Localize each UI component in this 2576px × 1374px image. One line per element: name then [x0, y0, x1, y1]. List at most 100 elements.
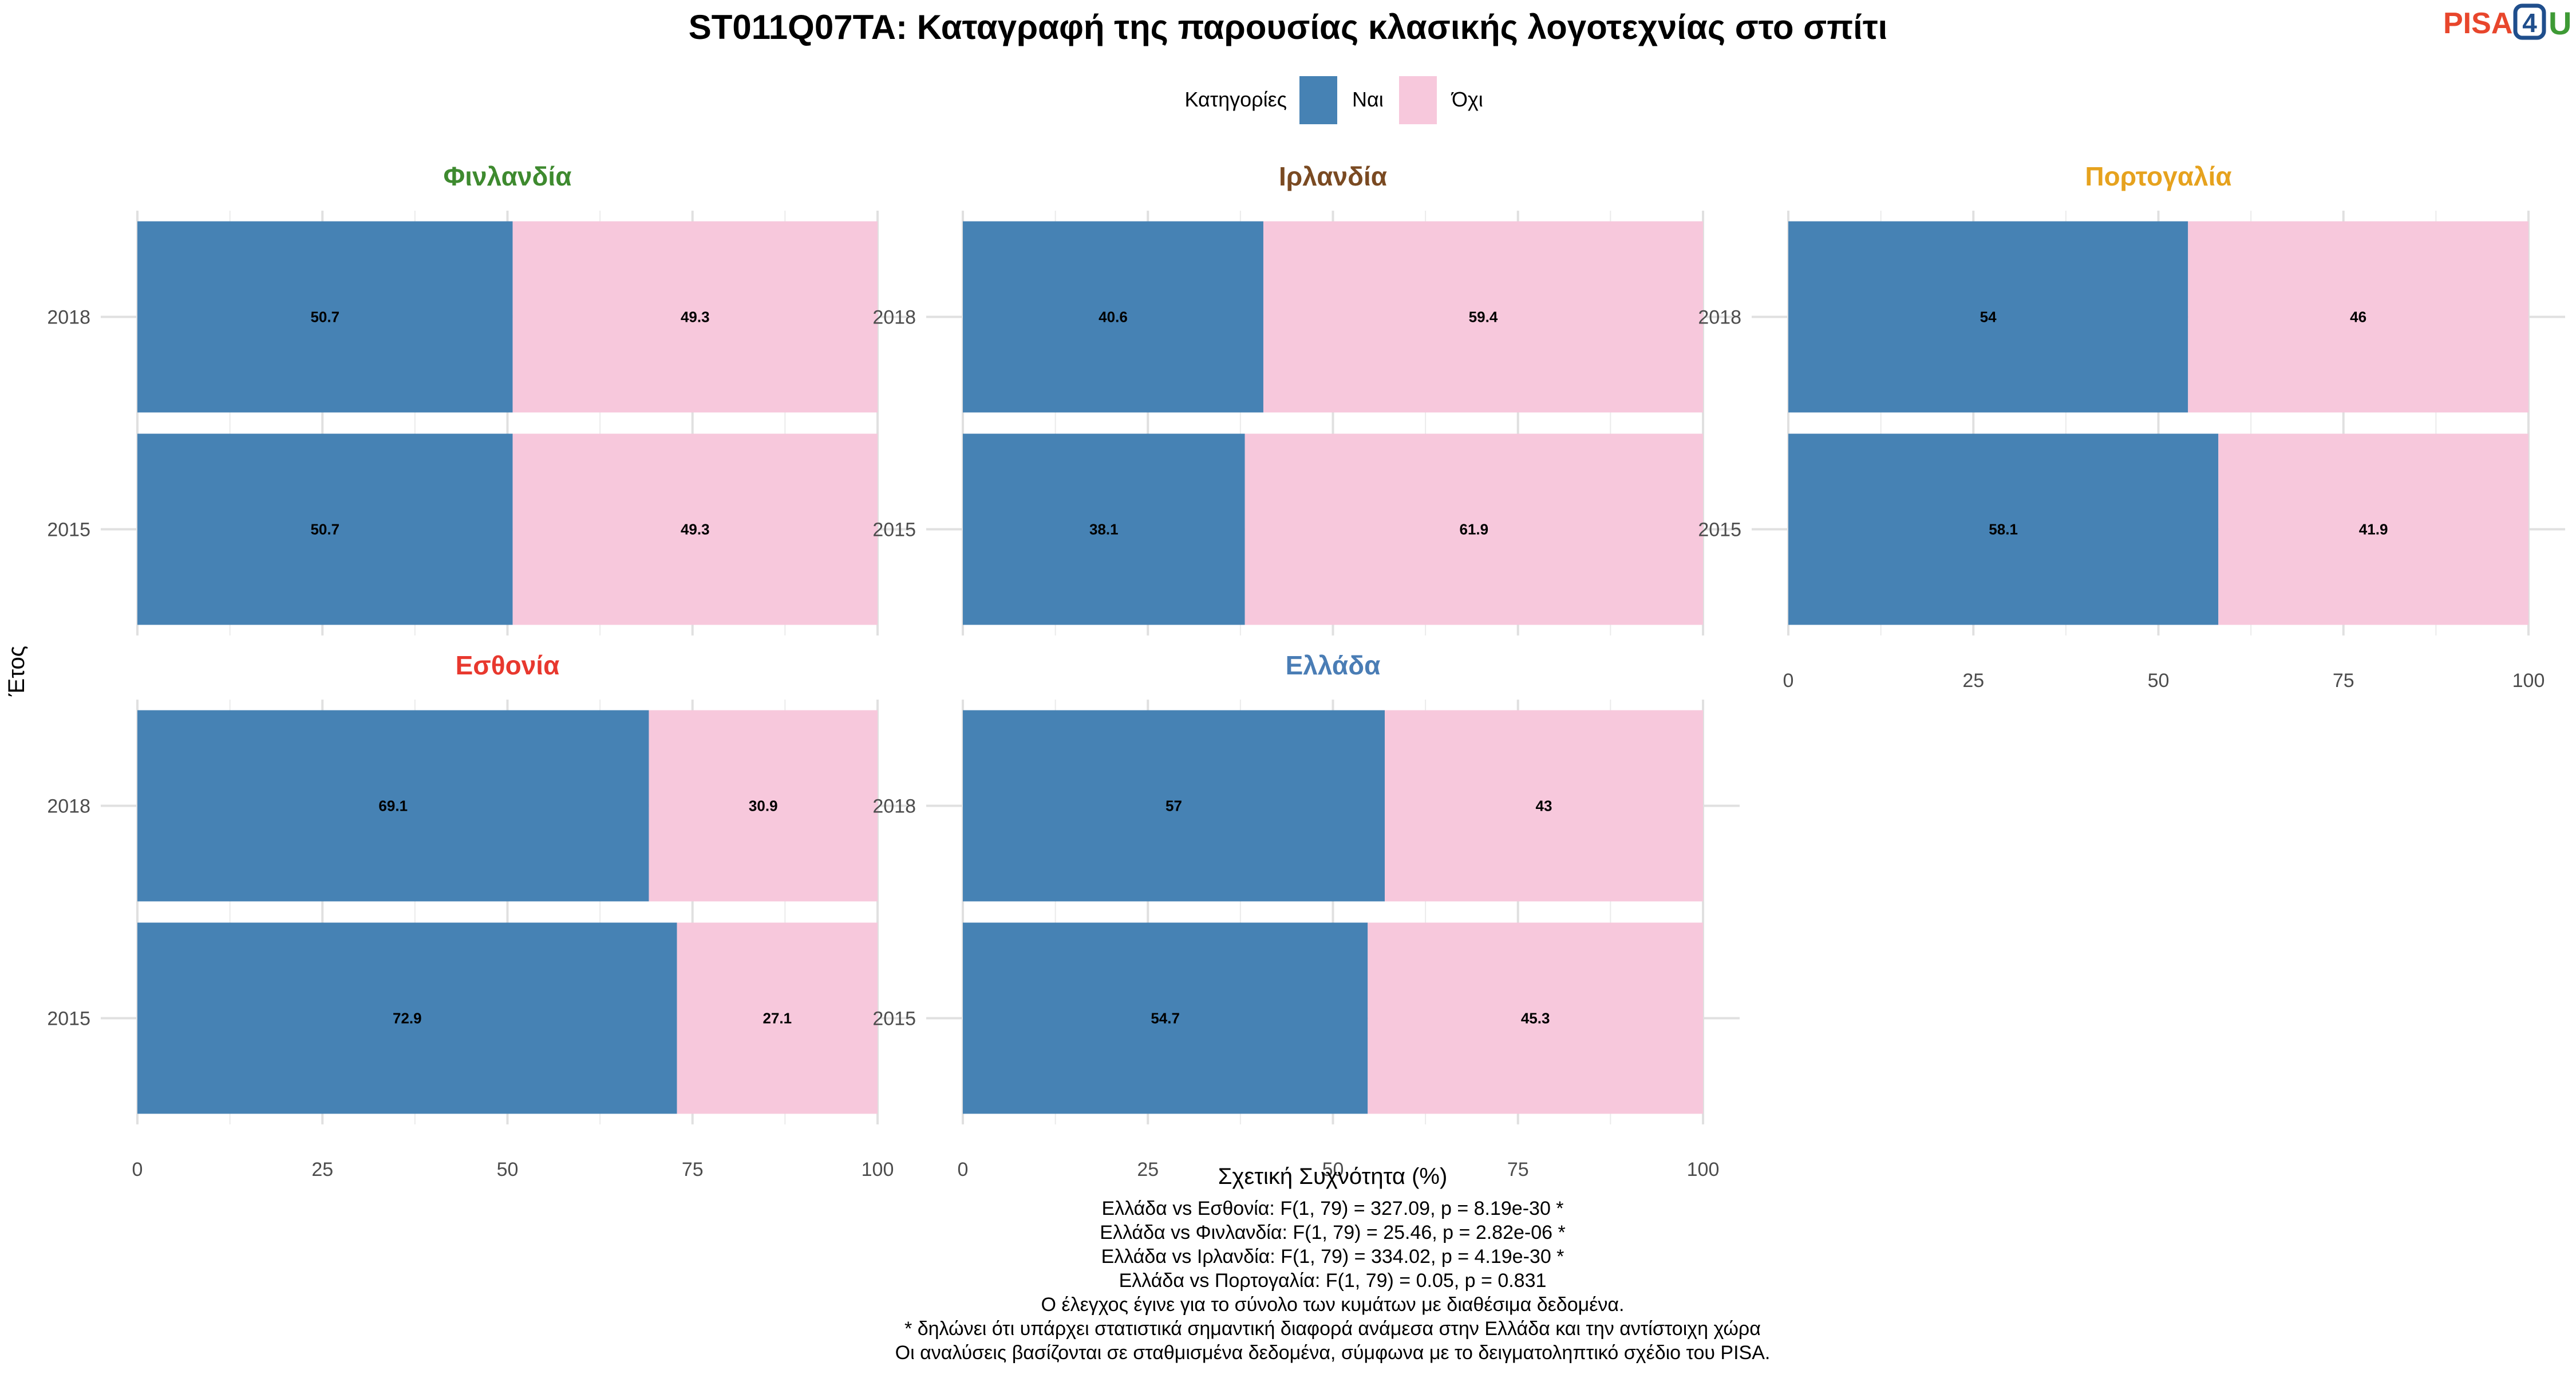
x-tick-label: 25 — [1137, 1159, 1159, 1180]
y-tick-label: 2015 — [47, 519, 90, 541]
svg-text:PISA: PISA — [2443, 7, 2512, 40]
y-tick-label: 2018 — [1698, 307, 1741, 329]
caption-line: Οι αναλύσεις βασίζονται σε σταθμισμένα δ… — [895, 1342, 1771, 1364]
bar-data-label: 49.3 — [681, 521, 710, 538]
y-tick-label: 2018 — [872, 307, 916, 329]
x-tick-label: 25 — [311, 1159, 333, 1180]
x-tick-label: 50 — [1322, 1159, 1344, 1180]
x-tick-label: 75 — [1507, 1159, 1529, 1180]
caption: Ελλάδα vs Εσθονία: F(1, 79) = 327.09, p … — [895, 1198, 1771, 1364]
bar-no — [1244, 433, 1703, 625]
panel-title: Ιρλανδία — [1279, 161, 1387, 191]
x-tick-label: 100 — [862, 1159, 894, 1180]
legend-label-yes: Ναι — [1352, 88, 1384, 111]
panel-title: Εσθονία — [456, 650, 560, 680]
x-tick-label: 50 — [2148, 670, 2170, 692]
bar-data-label: 72.9 — [393, 1010, 422, 1027]
x-tick-label: 0 — [1783, 670, 1794, 692]
y-tick-label: 2018 — [47, 307, 90, 329]
caption-line: Ελλάδα vs Πορτογαλία: F(1, 79) = 0.05, p… — [1119, 1270, 1547, 1292]
facet-panel: Εσθονία 69.1 30.9 2018 72.9 27.1 2015 0 25 50 75 10… — [47, 650, 914, 1180]
legend-swatch-yes — [1299, 76, 1337, 124]
y-tick-label: 2018 — [872, 796, 916, 818]
bar-data-label: 54.7 — [1151, 1010, 1180, 1027]
bar-data-label: 50.7 — [310, 521, 339, 538]
x-tick-label: 75 — [2333, 670, 2354, 692]
x-tick-label: 0 — [958, 1159, 969, 1180]
y-axis-title: Έτος — [4, 646, 29, 697]
facet-panel: Φινλανδία 50.7 49.3 2018 50.7 49.3 2015 — [47, 161, 914, 635]
bar-data-label: 45.3 — [1521, 1010, 1550, 1027]
x-tick-label: 25 — [1962, 670, 1984, 692]
x-tick-label: 100 — [2512, 670, 2545, 692]
bar-no — [2218, 433, 2528, 625]
bar-data-label: 43 — [1536, 797, 1552, 815]
bar-data-label: 50.7 — [310, 309, 339, 326]
bar-no — [512, 433, 878, 625]
legend-title: Κατηγορίες — [1184, 88, 1287, 111]
y-tick-label: 2018 — [47, 796, 90, 818]
bar-no — [1368, 922, 1703, 1114]
bar-yes — [963, 922, 1368, 1114]
bar-yes — [963, 433, 1245, 625]
bar-yes — [1788, 433, 2219, 625]
bar-no — [1385, 710, 1703, 902]
legend-swatch-no — [1399, 76, 1437, 124]
bar-data-label: 46 — [2350, 309, 2366, 326]
bar-yes — [137, 221, 513, 413]
caption-line: Ο έλεγχος έγινε για το σύνολο των κυμάτω… — [1041, 1294, 1625, 1316]
bar-data-label: 30.9 — [749, 797, 778, 815]
pisa4u-logo: PISA 4 U — [2443, 3, 2571, 41]
panel-title: Φινλανδία — [444, 161, 572, 191]
bar-data-label: 27.1 — [762, 1010, 792, 1027]
bar-data-label: 69.1 — [378, 797, 408, 815]
legend: Κατηγορίες Ναι Όχι — [1184, 76, 1483, 124]
bar-data-label: 49.3 — [681, 309, 710, 326]
bar-yes — [1788, 221, 2188, 413]
facet-panel: Ελλάδα 57 43 2018 54.7 45.3 2015 0 25 50 75 100 — [872, 650, 1740, 1180]
logo-box — [2513, 3, 2546, 40]
bar-no — [649, 710, 878, 902]
facet-panel: Ιρλανδία 40.6 59.4 2018 38.1 61.9 2015 — [872, 161, 1740, 635]
bar-data-label: 41.9 — [2359, 521, 2388, 538]
caption-line: Ελλάδα vs Φινλανδία: F(1, 79) = 25.46, p… — [1100, 1222, 1565, 1243]
bar-yes — [137, 922, 677, 1114]
facet-panel: Πορτογαλία 54 46 2018 58.1 41.9 2015 0 25 50 75 100 — [1698, 161, 2565, 692]
x-tick-label: 75 — [682, 1159, 704, 1180]
y-tick-label: 2015 — [872, 519, 916, 541]
x-axis-title: Σχετική Συχνότητα (%) — [1218, 1164, 1448, 1189]
y-tick-label: 2015 — [47, 1008, 90, 1030]
logo-text-pisa: PISA — [2443, 7, 2512, 40]
bar-data-label: 59.4 — [1469, 309, 1498, 326]
bar-data-label: 61.9 — [1460, 521, 1489, 538]
caption-line: * δηλώνει ότι υπάρχει στατιστικά σημαντι… — [904, 1318, 1761, 1340]
bar-yes — [963, 221, 1263, 413]
bar-no — [677, 922, 878, 1114]
x-tick-label: 0 — [132, 1159, 143, 1180]
logo-text-u: U — [2549, 5, 2571, 41]
legend-label-no: Όχι — [1451, 88, 1483, 111]
bar-yes — [137, 433, 513, 625]
chart-title: ST011Q07TA: Καταγραφή της παρουσίας κλασ… — [689, 8, 1888, 46]
bar-yes — [963, 710, 1385, 902]
y-tick-label: 2015 — [872, 1008, 916, 1030]
bar-no — [1263, 221, 1703, 413]
bar-data-label: 54 — [1980, 309, 1997, 326]
bar-data-label: 57 — [1165, 797, 1182, 815]
x-tick-label: 100 — [1687, 1159, 1720, 1180]
panel-title: Πορτογαλία — [2085, 161, 2231, 191]
caption-line: Ελλάδα vs Εσθονία: F(1, 79) = 327.09, p … — [1101, 1198, 1563, 1219]
bar-data-label: 58.1 — [1989, 521, 2018, 538]
caption-line: Ελλάδα vs Ιρλανδία: F(1, 79) = 334.02, p… — [1101, 1246, 1564, 1268]
bar-no — [2188, 221, 2528, 413]
bar-data-label: 38.1 — [1089, 521, 1119, 538]
y-tick-label: 2015 — [1698, 519, 1741, 541]
logo-text-4: 4 — [2522, 8, 2537, 38]
panel-title: Ελλάδα — [1286, 650, 1381, 680]
x-tick-label: 50 — [497, 1159, 519, 1180]
bar-yes — [137, 710, 649, 902]
bar-no — [512, 221, 878, 413]
bar-data-label: 40.6 — [1099, 309, 1128, 326]
